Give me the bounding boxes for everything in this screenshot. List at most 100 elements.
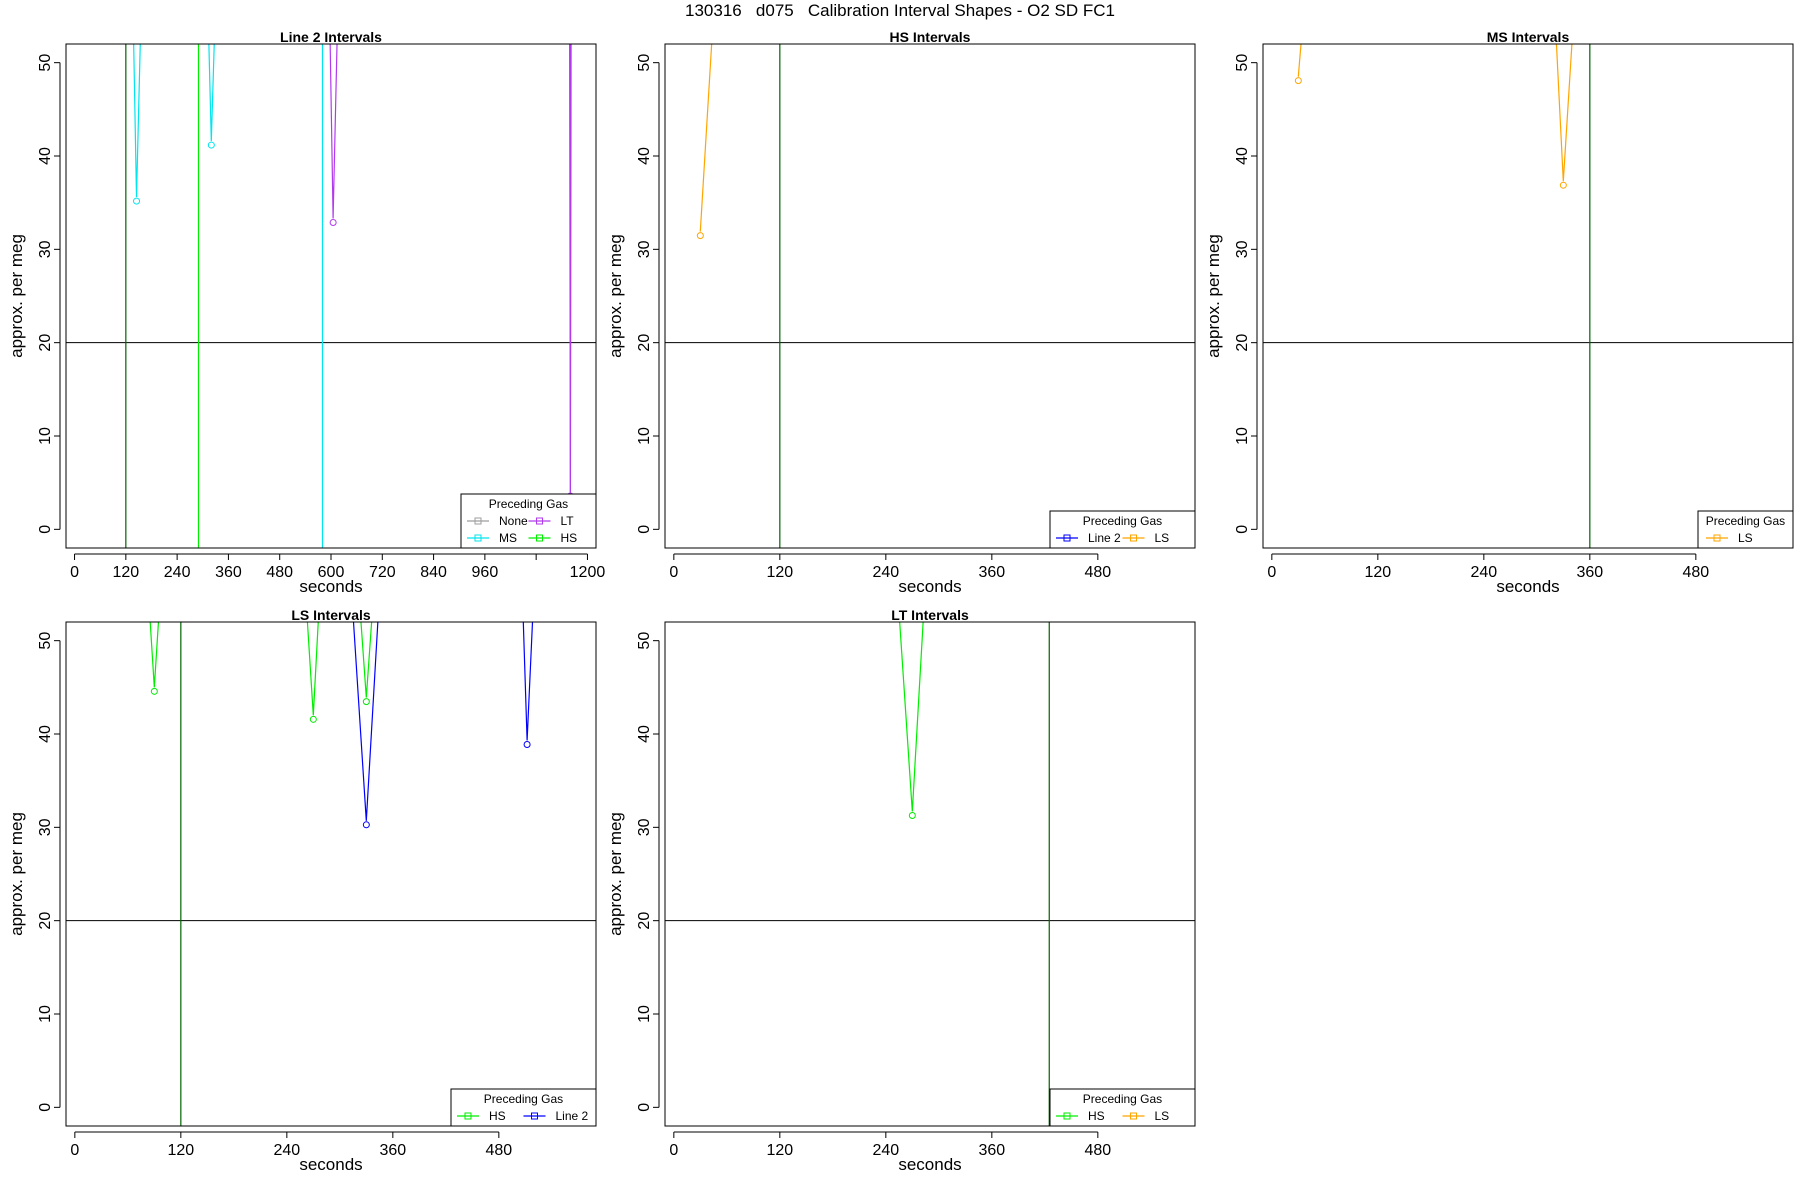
y-tick-label: 10 <box>1234 427 1251 445</box>
plot-area <box>665 44 1195 548</box>
x-tick-label: 360 <box>215 564 242 581</box>
x-tick-label: 120 <box>167 1142 194 1159</box>
legend-swatch-marker <box>474 534 482 542</box>
y-axis-label: approx. per meg <box>1204 234 1223 358</box>
plot-area <box>665 622 1195 1126</box>
series-line-ms <box>133 44 141 198</box>
data-point <box>696 232 704 240</box>
x-tick-label: 480 <box>1084 1142 1111 1159</box>
y-tick-label: 40 <box>636 725 653 743</box>
plot-area <box>1263 44 1793 548</box>
series-line-hs <box>306 622 319 716</box>
x-tick-label: 120 <box>1364 564 1391 581</box>
y-tick-label: 30 <box>636 818 653 836</box>
y-tick-label: 50 <box>636 632 653 650</box>
y-tick-label: 40 <box>1234 147 1251 165</box>
x-tick-label: 0 <box>70 564 79 581</box>
legend-swatch-marker <box>536 534 543 542</box>
y-tick-label: 50 <box>1234 54 1251 72</box>
legend: Preceding Gas Line 2 LS <box>1049 510 1196 549</box>
series-line-hs <box>899 622 924 812</box>
y-tick-label: 0 <box>37 525 54 534</box>
figure-title: 130316 d075 Calibration Interval Shapes … <box>685 1 1115 20</box>
y-tick-label: 10 <box>37 427 54 445</box>
legend-box <box>1049 1088 1196 1127</box>
legend-label-ls: LS <box>1155 531 1170 545</box>
panel-title: HS Intervals <box>890 29 971 45</box>
y-tick-label: 10 <box>37 1005 54 1023</box>
x-tick-label: 360 <box>978 1142 1005 1159</box>
panel-title: LT Intervals <box>891 607 969 623</box>
legend: Preceding Gas HS Line 2 <box>450 1088 597 1127</box>
legend-title: Preceding Gas <box>489 497 568 511</box>
legend-title: Preceding Gas <box>1083 514 1162 528</box>
x-tick-label: 360 <box>978 564 1005 581</box>
data-point <box>150 687 158 695</box>
x-tick-label: 480 <box>1682 564 1709 581</box>
data-point <box>523 741 531 749</box>
y-tick-label: 30 <box>636 240 653 258</box>
y-tick-label: 10 <box>636 1005 653 1023</box>
series-line-ms <box>208 44 215 142</box>
y-tick-label: 0 <box>1234 525 1251 534</box>
x-tick-label: 240 <box>872 1142 899 1159</box>
x-tick-label: 0 <box>669 1142 678 1159</box>
legend-box <box>450 1088 597 1127</box>
x-tick-label: 480 <box>1084 564 1111 581</box>
y-axis-label: approx. per meg <box>606 812 625 936</box>
series-line-ls <box>1555 44 1573 182</box>
legend-label-hs: HS <box>489 1109 506 1123</box>
legend-swatch-marker <box>531 1112 538 1120</box>
data-point <box>362 698 370 706</box>
legend: Preceding Gas LS <box>1697 510 1794 549</box>
legend-title: Preceding Gas <box>1706 514 1785 528</box>
x-tick-label: 0 <box>1267 564 1276 581</box>
y-tick-label: 20 <box>636 334 653 352</box>
y-tick-label: 0 <box>37 1103 54 1112</box>
y-axis-label: approx. per meg <box>606 234 625 358</box>
x-tick-label: 840 <box>420 564 447 581</box>
x-axis-label: seconds <box>898 577 961 596</box>
series-line-ls <box>699 44 713 232</box>
x-tick-label: 240 <box>1470 564 1497 581</box>
legend-swatch-marker <box>1063 1112 1071 1120</box>
y-tick-label: 0 <box>636 1103 653 1112</box>
legend-label-lt: LT <box>561 514 575 528</box>
x-tick-label: 360 <box>379 1142 406 1159</box>
legend-box <box>1697 510 1794 549</box>
legend-box <box>1049 510 1196 549</box>
legend-label-hs: HS <box>561 531 578 545</box>
legend-label-line-2: Line 2 <box>556 1109 589 1123</box>
y-tick-label: 40 <box>37 147 54 165</box>
legend-swatch-marker <box>1130 534 1137 542</box>
series-line-line-2 <box>522 622 534 741</box>
y-tick-label: 20 <box>37 912 54 930</box>
series-line-lt <box>569 44 572 493</box>
legend-title: Preceding Gas <box>1083 1092 1162 1106</box>
y-axis-label: approx. per meg <box>7 234 26 358</box>
series-line-hs <box>149 622 160 688</box>
legend-label-ls: LS <box>1155 1109 1170 1123</box>
chart-panel-4: LS Intervals 0 120 240 360 480 seconds 0 10 20 30 4… <box>7 607 597 1174</box>
x-tick-label: 480 <box>266 564 293 581</box>
y-tick-label: 20 <box>37 334 54 352</box>
legend-swatch-marker <box>536 517 543 525</box>
y-tick-label: 20 <box>1234 334 1251 352</box>
y-tick-label: 10 <box>636 427 653 445</box>
legend-label-hs: HS <box>1088 1109 1105 1123</box>
panel-title: MS Intervals <box>1487 29 1570 45</box>
x-tick-label: 0 <box>669 564 678 581</box>
legend-swatch-marker <box>1063 534 1071 542</box>
x-tick-label: 0 <box>70 1142 79 1159</box>
y-tick-label: 0 <box>636 525 653 534</box>
legend-label-line-2: Line 2 <box>1088 531 1121 545</box>
legend: Preceding Gas HS LS <box>1049 1088 1196 1127</box>
data-point <box>362 821 370 829</box>
series-line-ls <box>1297 44 1302 77</box>
chart-panel-3: MS Intervals 0 120 240 360 480 seconds 0 10 20 30 4… <box>1204 29 1794 596</box>
data-point <box>1294 77 1302 85</box>
legend-label-none: None <box>499 514 528 528</box>
legend-swatch-marker <box>1130 1112 1137 1120</box>
x-tick-label: 960 <box>472 564 499 581</box>
